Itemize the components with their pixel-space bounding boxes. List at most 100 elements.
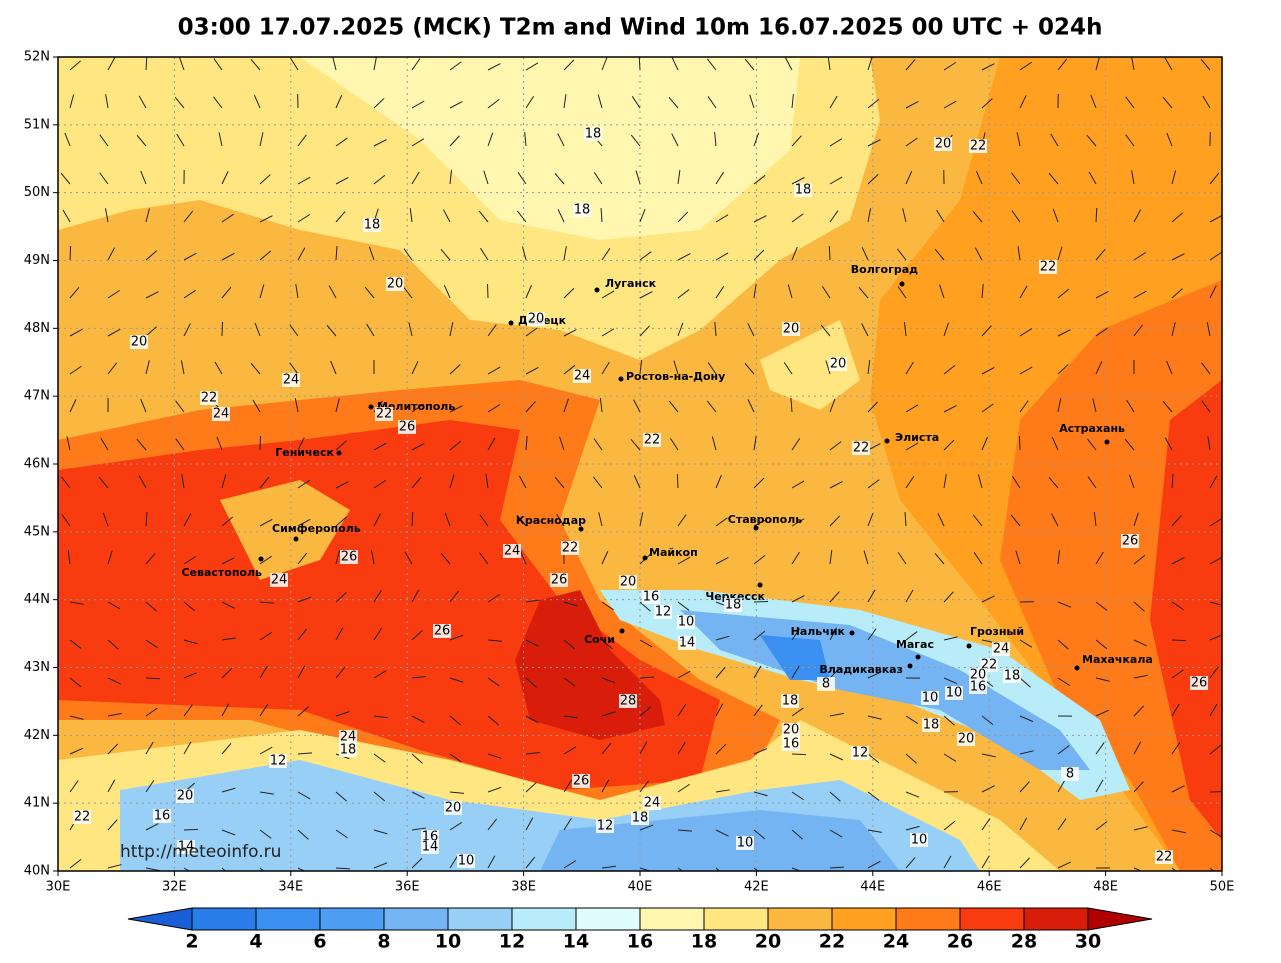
contour-label: 24 <box>993 642 1010 657</box>
wind-barb <box>440 552 451 565</box>
wind-barb <box>639 676 655 679</box>
wind-barb <box>1166 132 1173 147</box>
wind-barb <box>639 867 652 871</box>
wind-barb <box>791 213 804 223</box>
wind-barb <box>1209 634 1222 641</box>
colorbar-tick-label: 12 <box>499 931 525 953</box>
wind-barb <box>487 593 501 603</box>
wind-barb <box>221 516 234 527</box>
wind-barb <box>903 322 907 337</box>
wind-barb <box>1057 329 1071 337</box>
wind-barb <box>753 284 757 299</box>
contour-label-bg <box>444 801 462 815</box>
wind-barb <box>714 132 717 147</box>
colorbar-tick-label: 16 <box>627 931 653 953</box>
colorbar-tick-label: 30 <box>1075 931 1101 953</box>
wind-barb <box>61 476 71 489</box>
wind-barb <box>102 512 109 527</box>
contour-label-bg <box>957 732 975 746</box>
wind-barb <box>373 753 386 763</box>
wind-barb <box>1171 474 1174 489</box>
wind-barb <box>790 398 793 413</box>
wind-barb <box>175 438 185 451</box>
contour-label-bg <box>375 407 393 421</box>
wind-barb <box>216 436 223 451</box>
wind-barb <box>829 138 843 147</box>
contour-label: 22 <box>853 441 870 456</box>
wind-barb <box>972 210 983 223</box>
wind-barb <box>753 477 765 489</box>
wind-barb <box>677 704 687 717</box>
colorbar-box <box>831 907 897 931</box>
contour-label-bg <box>527 312 545 326</box>
wind-barb <box>905 404 919 413</box>
wind-barb <box>145 250 157 261</box>
wind-barb <box>105 94 109 109</box>
wind-barb <box>522 246 527 261</box>
wind-barb <box>297 518 311 527</box>
wind-barb <box>487 818 498 831</box>
wind-barb <box>753 249 765 261</box>
lat-label: 52N <box>24 50 50 65</box>
contour-label: 24 <box>283 373 300 388</box>
colorbar-box <box>447 907 513 931</box>
city-marker <box>966 643 972 649</box>
wind-barb <box>905 857 916 869</box>
wind-barb <box>981 785 995 793</box>
city-label: Черкесск <box>705 590 765 603</box>
wind-barb <box>1133 826 1148 831</box>
wind-barb <box>221 787 236 793</box>
colorbar-extend-high <box>1087 907 1153 931</box>
colorbar-box <box>895 907 961 931</box>
contour-label-bg <box>153 809 171 823</box>
wind-barb <box>981 63 995 71</box>
wind-barb <box>715 829 729 837</box>
colorbar-tick-label: 4 <box>249 931 262 953</box>
wind-barb <box>100 437 109 451</box>
wind-barb <box>711 436 717 451</box>
wind-barb <box>556 513 565 527</box>
source-url: http://meteoinfo.ru <box>120 842 281 862</box>
wind-barb <box>444 512 451 527</box>
contour-label: 24 <box>504 544 521 559</box>
wind-barb <box>563 817 572 831</box>
wind-barb <box>1133 554 1146 565</box>
wind-barb <box>250 362 261 375</box>
contour-label: 16 <box>643 590 660 605</box>
wind-barb <box>937 513 945 527</box>
wind-barb <box>107 362 118 375</box>
wind-barb <box>62 209 71 223</box>
contour-label-bg <box>922 718 940 732</box>
wind-barb <box>1209 703 1218 717</box>
wind-barb <box>1209 285 1217 299</box>
wind-barb <box>411 171 420 185</box>
wind-barb <box>791 829 803 840</box>
contour-label: 20 <box>970 668 987 683</box>
wind-barb <box>145 823 159 831</box>
wind-barb <box>943 636 958 641</box>
wind-barb <box>943 364 956 375</box>
city-label: Мелитополь <box>377 400 455 413</box>
wind-barb <box>829 398 836 413</box>
wind-barb <box>563 59 575 71</box>
wind-barb <box>902 208 907 223</box>
lon-label: 44E <box>860 880 885 895</box>
contour-label-bg <box>561 541 579 555</box>
wind-barb <box>744 58 755 71</box>
wind-barb <box>563 639 576 650</box>
wind-barb <box>516 210 527 223</box>
wind-barb <box>593 476 603 489</box>
wind-barb <box>145 208 150 223</box>
city-marker <box>1074 665 1080 671</box>
wind-barb <box>487 404 501 413</box>
contour-label: 18 <box>585 127 602 142</box>
wind-barb <box>829 176 843 185</box>
wind-barb <box>1133 781 1144 793</box>
lat-label: 41N <box>24 796 50 811</box>
contour-label-bg <box>782 723 800 737</box>
wind-barb <box>784 57 793 71</box>
wind-barb <box>449 634 464 641</box>
wind-barb <box>487 786 502 793</box>
wind-barb <box>1133 324 1143 337</box>
wind-barb <box>487 753 502 759</box>
